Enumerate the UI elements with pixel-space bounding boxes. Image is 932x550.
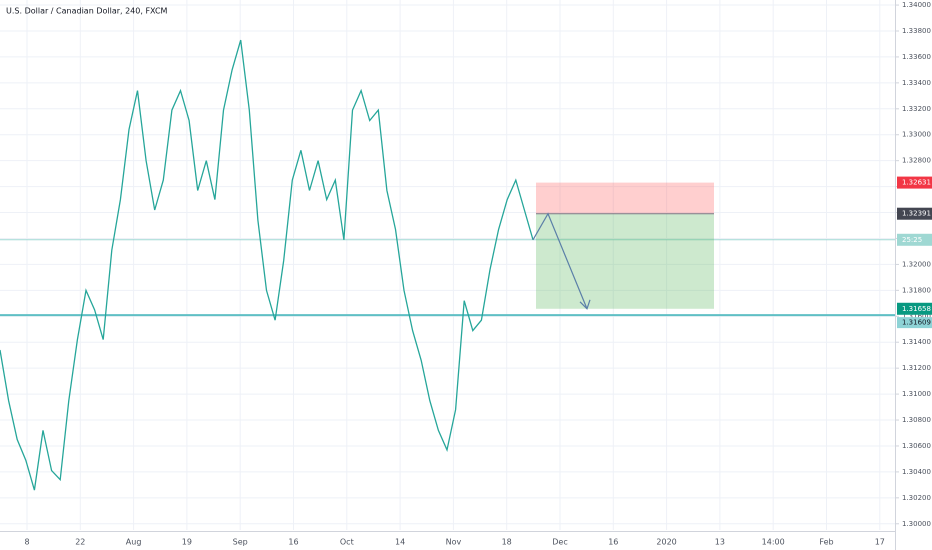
y-tick-label: 1.31600 <box>902 312 931 320</box>
y-tick-label: 1.30400 <box>902 468 931 476</box>
countdown-label: 25:25 <box>902 236 922 244</box>
y-tick-label: 1.30200 <box>902 494 931 502</box>
countdown-badge <box>897 233 932 246</box>
entry-label: 1.32391 <box>902 210 931 218</box>
target-badge <box>897 302 932 315</box>
y-tick-label: 1.33600 <box>902 53 931 61</box>
x-tick-label: 13 <box>715 538 725 547</box>
target-zone <box>536 213 714 309</box>
stop-zone <box>536 182 714 214</box>
arrow-head <box>579 299 591 310</box>
projection-arrow <box>532 212 588 309</box>
y-tick-label: 1.33000 <box>902 131 931 139</box>
x-tick-label: Oct <box>340 538 354 547</box>
x-tick-label: 16 <box>608 538 618 547</box>
y-tick-label: 1.30800 <box>902 416 931 424</box>
support-badge <box>897 317 932 329</box>
x-tick-label: 18 <box>502 538 512 547</box>
y-tick-label: 1.32800 <box>902 157 931 165</box>
y-tick-label: 1.31800 <box>902 286 931 294</box>
x-tick-label: Feb <box>819 538 833 547</box>
y-tick-label: 1.34000 <box>902 1 931 9</box>
x-tick-label: 17 <box>875 538 885 547</box>
x-tick-label: 14:00 <box>762 538 785 547</box>
x-tick-label: 22 <box>75 538 85 547</box>
x-tick-label: Dec <box>552 538 567 547</box>
support-label: 1.31609 <box>902 319 931 327</box>
x-tick-label: 8 <box>24 538 29 547</box>
x-tick-label: 14 <box>395 538 405 547</box>
y-tick-label: 1.33200 <box>902 105 931 113</box>
plot <box>0 39 895 491</box>
grid <box>0 0 895 530</box>
y-tick-label: 1.33400 <box>902 79 931 87</box>
target-label: 1.31658 <box>902 305 931 313</box>
price-line <box>0 39 534 491</box>
entry-badge <box>897 207 932 220</box>
stop-label: 1.32631 <box>902 179 931 187</box>
x-tick-label: 16 <box>288 538 298 547</box>
y-tick-label: 1.30600 <box>902 442 931 450</box>
y-tick-label: 1.33800 <box>902 27 931 35</box>
y-tick-label: 1.31000 <box>902 390 931 398</box>
x-tick-label: Sep <box>233 538 248 547</box>
stop-badge <box>897 176 932 189</box>
x-tick-label: 19 <box>182 538 192 547</box>
y-tick-label: 1.31200 <box>902 364 931 372</box>
x-tick-label: 2020 <box>656 538 676 547</box>
x-tick-label: Nov <box>446 538 462 547</box>
y-tick-label: 1.30000 <box>902 520 931 528</box>
y-tick-label: 1.31400 <box>902 338 931 346</box>
x-tick-label: Aug <box>126 538 142 547</box>
y-tick-label: 1.32000 <box>902 260 931 268</box>
chart-title: U.S. Dollar / Canadian Dollar, 240, FXCM <box>6 7 168 16</box>
